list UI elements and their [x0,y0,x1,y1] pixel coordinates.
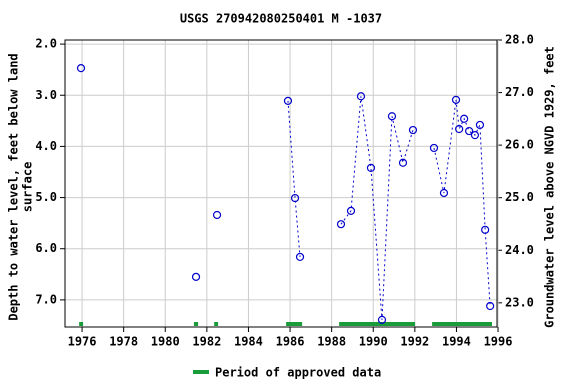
data-point [191,272,201,281]
approved-period [214,322,219,326]
data-point [283,96,293,105]
data-point [387,112,397,121]
y2-tick-label: 26.0 [505,138,534,152]
approved-period [193,322,199,326]
approved-period [432,322,493,326]
data-point [408,125,418,135]
data-point [290,193,300,203]
data-point [336,220,346,229]
plot-frame [64,39,498,328]
data-point [470,131,480,140]
data-point [76,64,86,73]
approved-period [339,322,416,326]
x-tick-label: 1992 [400,335,429,349]
y2-axis-label: Groundwater level above NGVD 1929, feet [543,46,557,328]
y-tick-label: 3.0 [35,88,57,102]
data-point [295,252,305,262]
y2-tick-label: 25.0 [505,190,534,204]
x-tick-label: 1990 [359,335,388,349]
data-line [287,100,301,257]
data-point [475,120,485,130]
y-tick-label: 7.0 [35,292,57,306]
y-axis-label: surface [21,162,35,213]
data-point [346,206,356,215]
x-tick-label: 1996 [484,335,513,349]
data-point [465,126,474,136]
y-tick-label: 6.0 [35,241,57,255]
x-tick-label: 1988 [317,335,346,349]
y-tick-label: 4.0 [35,139,57,153]
data-point [460,114,469,123]
data-point [429,143,439,153]
data-point [486,301,495,311]
data-point [356,92,366,101]
y2-tick-label: 27.0 [505,85,534,99]
x-tick-label: 1980 [151,335,180,349]
data-point [377,315,387,324]
x-tick-label: 1994 [442,335,471,349]
x-tick-label: 1984 [234,335,263,349]
data-point [451,95,461,104]
y-tick-label: 2.0 [35,37,57,51]
approved-period [286,322,303,326]
x-tick-label: 1976 [68,335,97,349]
y2-tick-label: 28.0 [505,33,534,47]
data-point [212,210,222,220]
legend-label: Period of approved data [215,366,381,380]
x-tick-label: 1986 [276,335,305,349]
x-tick-label: 1978 [109,335,138,349]
y2-tick-label: 23.0 [505,295,534,309]
approved-period [79,322,84,326]
data-point [398,158,408,167]
y-axis-label: Depth to water level, feet below land [7,53,21,320]
y2-tick-label: 24.0 [505,243,534,257]
data-point [455,124,464,134]
data-line [340,96,414,320]
data-point [366,163,376,172]
data-point [439,188,449,198]
x-tick-label: 1982 [192,335,221,349]
chart-title: USGS 270942080250401 M -1037 [180,12,382,26]
y-tick-label: 5.0 [35,190,57,204]
data-point [481,225,490,234]
